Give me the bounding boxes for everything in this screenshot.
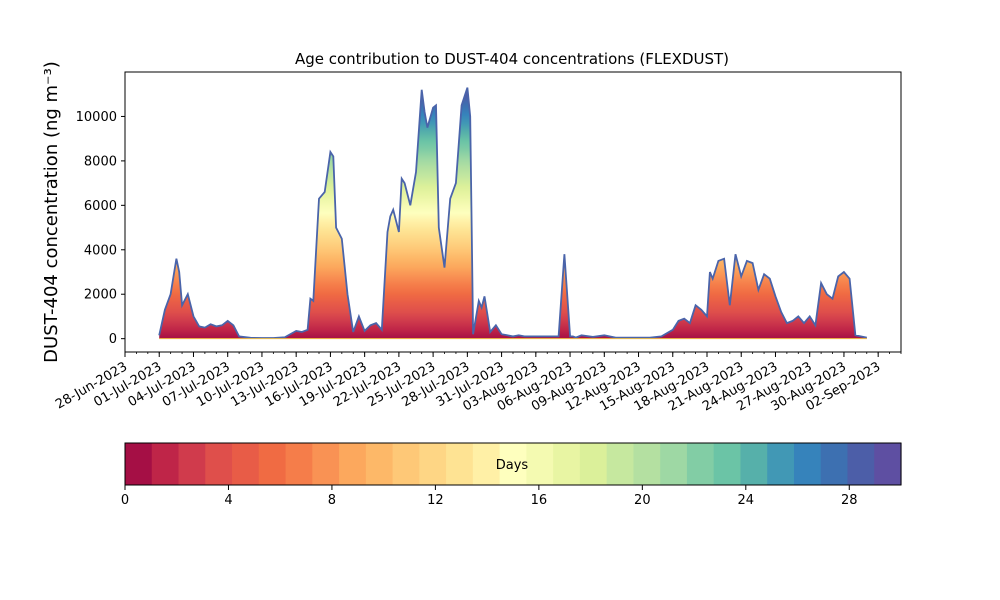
colorbar-segment bbox=[767, 443, 795, 485]
chart-title: Age contribution to DUST-404 concentrati… bbox=[295, 50, 729, 68]
colorbar-tick-label: 24 bbox=[738, 493, 755, 508]
colorbar-tick-label: 8 bbox=[328, 493, 336, 508]
colorbar-segment bbox=[553, 443, 581, 485]
colorbar-segment bbox=[793, 443, 822, 485]
age-colorbar: 0 4 8 12 16 20 24 28 bbox=[121, 442, 902, 508]
colorbar-segment bbox=[285, 443, 313, 485]
colorbar-segment bbox=[232, 443, 260, 485]
colorbar-tick-label: 16 bbox=[531, 493, 548, 508]
colorbar-segment bbox=[820, 443, 849, 485]
age-area-fill bbox=[159, 87, 867, 339]
colorbar-tick-label: 28 bbox=[841, 493, 858, 508]
colorbar-segment bbox=[740, 443, 768, 485]
colorbar-segment bbox=[526, 443, 554, 485]
colorbar-tick-label: 0 bbox=[121, 493, 129, 508]
colorbar-segment bbox=[258, 443, 287, 485]
colorbar-segment bbox=[151, 443, 180, 485]
colorbar-segment bbox=[713, 443, 742, 485]
colorbar-segment bbox=[874, 443, 902, 485]
y-tick-label: 10000 bbox=[76, 110, 117, 125]
colorbar-segment bbox=[660, 443, 688, 485]
colorbar-segment bbox=[847, 443, 875, 485]
y-axis-ticks: 0 2000 4000 6000 8000 10000 bbox=[76, 110, 125, 347]
colorbar-segment bbox=[499, 443, 527, 485]
stacked-age-area bbox=[158, 87, 867, 340]
colorbar-tick-label: 20 bbox=[634, 493, 651, 508]
colorbar-tick-label: 4 bbox=[224, 493, 232, 508]
y-tick-label: 4000 bbox=[84, 243, 117, 258]
colorbar-segment bbox=[446, 443, 474, 485]
colorbar-segment bbox=[606, 443, 635, 485]
y-tick-label: 6000 bbox=[84, 199, 117, 214]
colorbar-segment bbox=[312, 443, 340, 485]
colorbar-segment bbox=[205, 443, 233, 485]
colorbar-frame bbox=[124, 442, 902, 486]
plot-area bbox=[124, 71, 902, 353]
colorbar-segment bbox=[339, 443, 367, 485]
colorbar-tick-label: 12 bbox=[427, 493, 444, 508]
colorbar-segment bbox=[365, 443, 394, 485]
colorbar-segment bbox=[392, 443, 420, 485]
total-concentration-line bbox=[158, 87, 867, 339]
colorbar-segment bbox=[472, 443, 501, 485]
colorbar-segment bbox=[686, 443, 715, 485]
colorbar-segment bbox=[633, 443, 661, 485]
y-tick-label: 2000 bbox=[84, 288, 117, 303]
colorbar-segment bbox=[419, 443, 447, 485]
y-tick-label: 0 bbox=[109, 332, 117, 347]
y-tick-label: 8000 bbox=[84, 154, 117, 169]
y-axis-label: DUST-404 concentration (ng m⁻³) bbox=[41, 61, 62, 363]
colorbar-label: Days bbox=[496, 458, 529, 473]
x-axis-ticks: 28-Jun-202301-Jul-202304-Jul-202307-Jul-… bbox=[53, 352, 902, 415]
colorbar-segment bbox=[125, 443, 153, 485]
colorbar-segment bbox=[579, 443, 608, 485]
colorbar-segment bbox=[178, 443, 206, 485]
